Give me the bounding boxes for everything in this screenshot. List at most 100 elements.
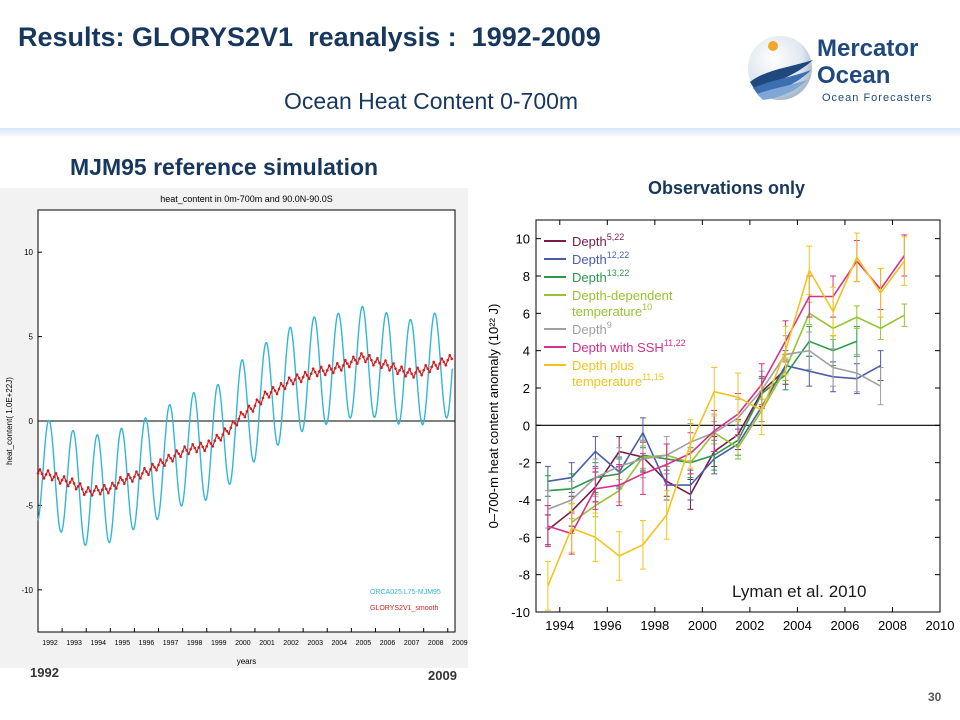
left-series-smooth-point bbox=[145, 470, 148, 473]
left-x-tick-label: 2006 bbox=[380, 640, 396, 647]
left-series-smooth-point bbox=[185, 448, 188, 452]
left-series-smooth-point bbox=[291, 382, 295, 386]
left-x-tick-label: 1997 bbox=[163, 640, 179, 647]
left-series-smooth-point bbox=[239, 410, 243, 414]
left-series-smooth-point bbox=[157, 463, 160, 467]
right-y-tick-label: 6 bbox=[523, 306, 530, 321]
left-x-axis-label: years bbox=[237, 657, 257, 666]
left-chart: heat_content in 0m-700m and 90.0N-90.0S y… bbox=[0, 188, 468, 668]
right-y-tick-label: -4 bbox=[518, 493, 530, 508]
left-series-smooth-point bbox=[135, 470, 138, 473]
left-x-tick-label: 1993 bbox=[66, 640, 82, 647]
left-series-smooth-point bbox=[131, 480, 134, 483]
left-series-smooth-point bbox=[117, 481, 120, 485]
right-y-tick-label: -8 bbox=[518, 568, 530, 583]
left-series-smooth-point bbox=[382, 362, 385, 366]
right-legend-label: Depth plus bbox=[572, 358, 635, 373]
left-x-tick-label: 1992 bbox=[42, 640, 58, 647]
left-series-smooth-point bbox=[151, 462, 154, 466]
left-series-smooth-point bbox=[434, 363, 438, 367]
right-chart: -10 -8 -6 -4 -2 0 2 4 6 8 10 1994 1996 1998 2000 2002 20… bbox=[480, 212, 960, 652]
globe-swoosh-logo bbox=[748, 36, 813, 100]
left-series-smooth-point bbox=[231, 419, 235, 423]
right-series-line bbox=[547, 340, 858, 492]
right-legend-label: Depth9 bbox=[572, 320, 612, 337]
left-series-smooth-point bbox=[104, 487, 108, 491]
left-series-smooth-point bbox=[348, 365, 351, 369]
left-series-smooth-point bbox=[137, 473, 140, 477]
left-y-axis-label: heat_content( 1.0E+22J) bbox=[5, 377, 14, 465]
left-series-smooth-point bbox=[327, 364, 331, 367]
left-series-smooth-point bbox=[84, 490, 88, 494]
left-series-smooth-point bbox=[213, 439, 217, 442]
left-series-smooth-point bbox=[354, 358, 357, 362]
left-x-tick-label: 2004 bbox=[332, 640, 348, 647]
logo-text-mercator: Mercator bbox=[817, 35, 919, 62]
left-series-smooth-point bbox=[46, 469, 50, 472]
left-series-smooth-point bbox=[408, 367, 411, 371]
left-series-smooth-point bbox=[241, 412, 245, 416]
left-series-smooth-point bbox=[430, 365, 433, 369]
left-series-smooth-point bbox=[149, 468, 152, 471]
left-series-smooth-point bbox=[307, 377, 311, 381]
left-series-smooth-point bbox=[60, 478, 64, 482]
right-x-tick-label: 2008 bbox=[878, 618, 907, 633]
left-series-smooth-point bbox=[378, 361, 381, 365]
left-series-smooth-point bbox=[215, 433, 219, 437]
right-y-tick-label: 2 bbox=[523, 381, 530, 396]
left-year-start-label: 1992 bbox=[30, 665, 59, 680]
left-series-smooth-point bbox=[438, 362, 442, 365]
left-series-smooth-point bbox=[283, 387, 287, 391]
left-series-smooth-point bbox=[201, 445, 205, 449]
left-series-smooth-point bbox=[342, 363, 345, 367]
left-y-tick-label: -10 bbox=[21, 586, 33, 595]
right-legend-superscript: 9 bbox=[607, 320, 612, 330]
left-series-smooth-point bbox=[90, 493, 94, 497]
right-y-tick-label: 4 bbox=[523, 344, 530, 359]
left-series-smooth-point bbox=[163, 464, 166, 468]
left-legend-reference: ORCA025.L75-MJM95 bbox=[370, 589, 441, 596]
left-series-smooth-point bbox=[177, 452, 180, 455]
left-series-smooth-point bbox=[255, 398, 259, 401]
left-series-smooth-point bbox=[38, 468, 42, 471]
left-series-smooth-point bbox=[229, 426, 233, 430]
right-chart-background bbox=[480, 212, 960, 652]
left-series-smooth-point bbox=[113, 484, 116, 488]
left-series-smooth-point bbox=[219, 439, 223, 442]
left-x-tick-label: 1995 bbox=[115, 640, 131, 647]
left-series-smooth-point bbox=[446, 358, 450, 362]
left-series-smooth-point bbox=[205, 445, 209, 448]
left-series-smooth-point bbox=[448, 354, 452, 357]
left-series-smooth-point bbox=[183, 445, 186, 448]
source-credit: Lyman et al. 2010 bbox=[732, 582, 867, 601]
left-series-smooth-point bbox=[406, 371, 409, 374]
right-panel-heading: Observations only bbox=[648, 178, 806, 198]
left-series-smooth-point bbox=[303, 370, 307, 374]
right-legend-superscript: 11,22 bbox=[664, 338, 686, 348]
left-series-smooth-point bbox=[317, 370, 321, 373]
left-series-smooth-point bbox=[179, 455, 182, 459]
left-x-tick-label: 2007 bbox=[404, 640, 420, 647]
left-series-smooth-point bbox=[36, 472, 40, 475]
left-series-smooth-point bbox=[368, 353, 371, 357]
left-chart-title: heat_content in 0m-700m and 90.0N-90.0S bbox=[160, 194, 333, 204]
left-series-smooth-point bbox=[153, 465, 156, 469]
right-legend-superscript: 5,22 bbox=[607, 232, 625, 242]
left-series-smooth-point bbox=[199, 441, 203, 445]
left-series-smooth-point bbox=[173, 454, 176, 458]
left-series-smooth-point bbox=[444, 363, 448, 367]
right-legend-superscript: 12,22 bbox=[607, 250, 630, 260]
left-series-smooth-point bbox=[418, 370, 421, 373]
left-series-smooth-point bbox=[74, 487, 78, 491]
left-series-smooth-point bbox=[402, 370, 405, 373]
left-series-smooth-point bbox=[129, 476, 132, 480]
left-series-smooth-point bbox=[388, 369, 391, 372]
left-series-smooth-point bbox=[141, 472, 144, 475]
left-series-smooth-point bbox=[428, 370, 431, 374]
left-series-smooth-point bbox=[426, 367, 429, 370]
left-series-smooth-point bbox=[94, 484, 98, 488]
left-series-smooth-point bbox=[346, 362, 349, 365]
left-series-smooth-point bbox=[370, 358, 373, 362]
left-series-smooth-point bbox=[333, 366, 337, 370]
header-divider bbox=[0, 128, 960, 138]
